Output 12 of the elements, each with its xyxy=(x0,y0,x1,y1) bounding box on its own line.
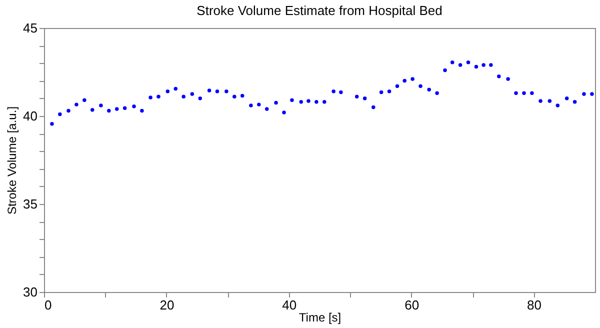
x-tick-label: 80 xyxy=(527,298,542,312)
y-tick-label: 45 xyxy=(23,20,38,36)
x-axis-title: Time [s] xyxy=(298,310,342,324)
x-tick-label: 0 xyxy=(44,298,52,312)
y-tick-label: 35 xyxy=(23,196,38,212)
y-axis-title: Stroke Volume [a.u.] xyxy=(5,106,20,215)
y-tick-label: 30 xyxy=(23,284,38,300)
y-tick-label: 40 xyxy=(23,108,38,124)
x-tick-label: 40 xyxy=(282,298,297,312)
x-tick-label: 60 xyxy=(404,298,420,312)
chart-title: Stroke Volume Estimate from Hospital Bed xyxy=(196,3,442,18)
x-tick-label: 20 xyxy=(160,298,174,312)
